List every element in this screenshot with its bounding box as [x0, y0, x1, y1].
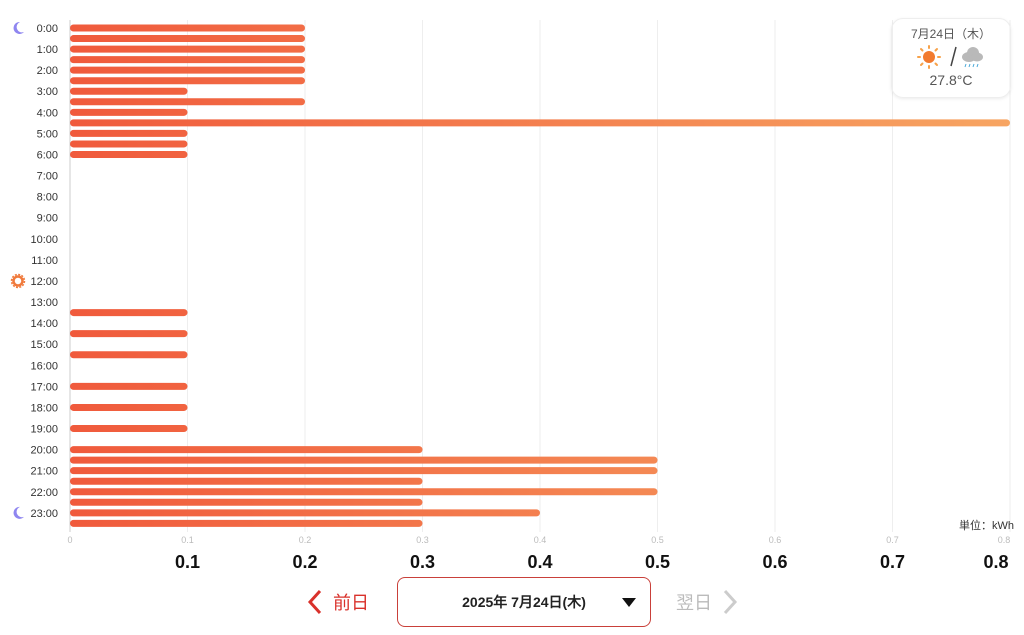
x-tick-label: 0 — [67, 535, 72, 545]
bar — [70, 519, 423, 527]
next-day-label: 翌日 — [676, 593, 712, 613]
bar — [70, 351, 188, 359]
caret-down-icon — [622, 598, 636, 607]
sun-icon — [10, 273, 26, 289]
bar — [70, 56, 305, 64]
y-tick-label: 20:00 — [30, 445, 58, 457]
y-tick-label: 23:00 — [30, 508, 58, 520]
bar — [70, 108, 188, 116]
moon-icon — [13, 506, 24, 519]
y-tick-label: 21:00 — [30, 466, 58, 478]
bar — [70, 45, 305, 53]
y-tick-label: 22:00 — [30, 487, 58, 499]
y-tick-label: 8:00 — [37, 192, 58, 204]
y-tick-label: 7:00 — [37, 171, 58, 183]
bar — [70, 382, 188, 390]
date-select[interactable]: 2025年 7月24日(木) — [397, 577, 651, 627]
chevron-left-icon — [307, 589, 322, 615]
bar — [70, 446, 423, 454]
bar — [70, 509, 540, 517]
y-tick-label: 1:00 — [37, 44, 58, 56]
y-tick-label: 0:00 — [37, 23, 58, 35]
y-tick-label: 5:00 — [37, 128, 58, 140]
bar — [70, 35, 305, 43]
weather-date: 7月24日（木） — [910, 27, 992, 41]
unit-label: 単位：kWh — [959, 520, 1014, 532]
prev-day-label: 前日 — [333, 593, 369, 613]
bar — [70, 129, 188, 137]
y-tick-label: 11:00 — [31, 255, 58, 267]
x-tick-label: 0.8 — [998, 535, 1011, 545]
y-tick-label: 13:00 — [30, 297, 58, 309]
x-axis-label: 0.3 — [410, 552, 435, 572]
rain-cloud-icon — [962, 47, 983, 68]
x-tick-label: 0.3 — [416, 535, 429, 545]
bar — [70, 119, 1010, 127]
y-tick-label: 10:00 — [30, 234, 58, 246]
next-day-button: 翌日 — [676, 578, 740, 626]
x-tick-label: 0.1 — [181, 535, 194, 545]
bar — [70, 77, 305, 85]
chevron-right-icon — [723, 589, 738, 615]
bar — [70, 477, 423, 485]
bar — [70, 330, 188, 338]
y-tick-label: 15:00 — [30, 339, 58, 351]
weather-temperature: 27.8°C — [929, 72, 973, 88]
x-axis-label: 0.8 — [983, 552, 1008, 572]
y-tick-label: 14:00 — [30, 318, 58, 330]
x-axis-label: 0.5 — [645, 552, 670, 572]
bar — [70, 87, 188, 95]
x-tick-label: 0.4 — [534, 535, 547, 545]
x-tick-label: 0.6 — [769, 535, 782, 545]
bar — [70, 98, 305, 106]
x-tick-label: 0.2 — [299, 535, 312, 545]
y-tick-label: 9:00 — [37, 213, 58, 225]
date-value: 2025年 7月24日(木) — [462, 594, 586, 610]
weather-card: 7月24日（木） 27.8°C — [891, 18, 1011, 98]
sunny-icon — [917, 45, 941, 69]
y-tick-label: 6:00 — [37, 149, 58, 161]
bar — [70, 140, 188, 148]
y-tick-label: 16:00 — [30, 360, 58, 372]
y-tick-label: 2:00 — [37, 65, 58, 77]
y-tick-label: 3:00 — [37, 86, 58, 98]
y-tick-label: 17:00 — [30, 381, 58, 393]
y-tick-label: 12:00 — [30, 276, 58, 288]
bar — [70, 456, 658, 464]
x-axis-label: 0.7 — [880, 552, 905, 572]
y-tick-label: 4:00 — [37, 107, 58, 119]
x-tick-label: 0.5 — [651, 535, 664, 545]
x-axis-label: 0.2 — [292, 552, 317, 572]
x-tick-label: 0.7 — [886, 535, 899, 545]
bar — [70, 498, 423, 506]
bar — [70, 403, 188, 411]
bar — [70, 309, 188, 317]
bar — [70, 488, 658, 496]
prev-day-button[interactable]: 前日 — [305, 578, 369, 626]
usage-chart: 0 0.1 0.2 0.3 0.4 0.5 0.6 0.7 0.8 0.1 0.2 0.3 0.4 0.5… — [10, 20, 1011, 572]
moon-icon — [13, 21, 24, 34]
x-axis-label: 0.4 — [527, 552, 552, 572]
y-tick-label: 18:00 — [30, 402, 58, 414]
x-axis-label: 0.6 — [762, 552, 787, 572]
bar — [70, 24, 305, 32]
y-tick-label: 19:00 — [30, 424, 58, 436]
bar — [70, 150, 188, 158]
x-axis-label: 0.1 — [175, 552, 200, 572]
bar — [70, 66, 305, 74]
bar — [70, 467, 658, 475]
bar — [70, 425, 188, 433]
